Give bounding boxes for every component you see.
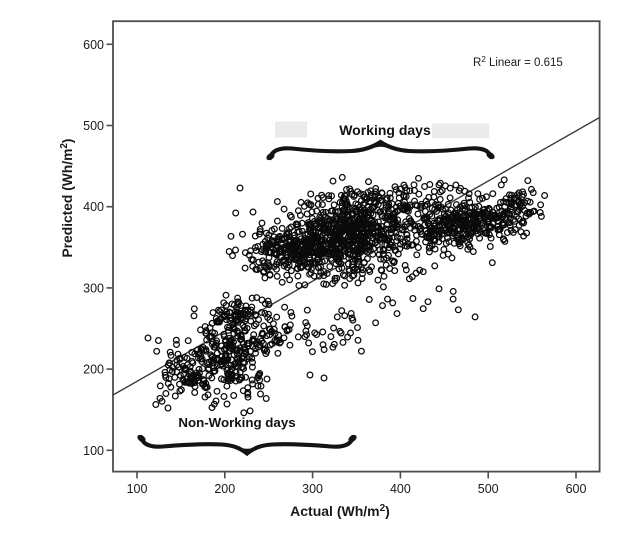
svg-text:Working days: Working days [339, 122, 431, 138]
svg-text:200: 200 [214, 482, 235, 496]
svg-text:500: 500 [83, 119, 104, 133]
svg-text:100: 100 [127, 482, 148, 496]
svg-text:R2 Linear = 0.615: R2 Linear = 0.615 [473, 55, 563, 69]
svg-text:500: 500 [478, 482, 499, 496]
svg-text:Actual (Wh/m2): Actual (Wh/m2) [290, 503, 390, 519]
svg-text:600: 600 [566, 482, 587, 496]
svg-text:400: 400 [390, 482, 411, 496]
svg-text:400: 400 [83, 200, 104, 214]
svg-text:200: 200 [83, 363, 104, 377]
svg-text:600: 600 [83, 38, 104, 52]
svg-text:Non-Working days: Non-Working days [178, 415, 295, 430]
svg-text:300: 300 [83, 281, 104, 295]
svg-text:300: 300 [302, 482, 323, 496]
svg-text:100: 100 [83, 444, 104, 458]
svg-text:Predicted (Wh/m2): Predicted (Wh/m2) [59, 138, 75, 257]
